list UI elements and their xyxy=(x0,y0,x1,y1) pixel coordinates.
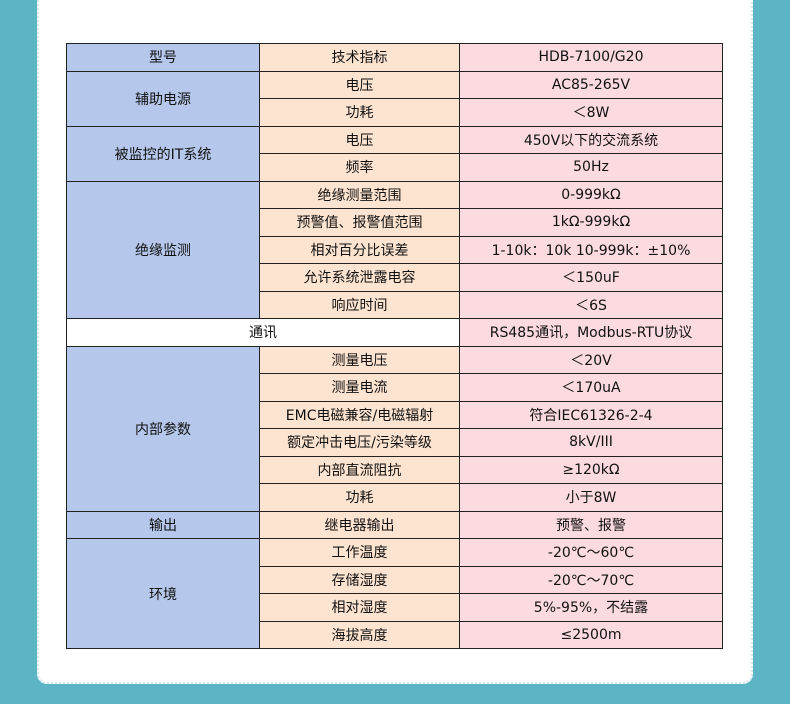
spec-value: -20℃～70℃ xyxy=(459,565,723,594)
spec-name: 继电器输出 xyxy=(259,510,460,539)
spec-value: 小于8W xyxy=(459,483,723,512)
spec-name: 电压 xyxy=(259,70,460,99)
group-label: 内部参数 xyxy=(66,345,260,512)
table-row: 相对百分比误差 1-10k：10k 10-999k：±10% xyxy=(67,235,723,264)
spec-name: 电压 xyxy=(259,125,460,154)
table-row: 辅助电源 电压 AC85-265V xyxy=(66,70,723,127)
group-label: 通讯 xyxy=(66,318,460,347)
group-label: 输出 xyxy=(66,510,260,539)
table-row: 允许系统泄露电容 ＜150uF xyxy=(67,263,723,292)
spec-value: 0-999kΩ xyxy=(459,180,723,209)
table-row: 额定冲击电压/污染等级 8kV/III xyxy=(67,428,723,457)
spec-name: 功耗 xyxy=(259,483,460,512)
spec-name: 测量电压 xyxy=(259,345,460,374)
table-row: 测量电流 ＜170uA xyxy=(67,373,723,402)
spec-name: 频率 xyxy=(259,153,460,182)
spec-name: 测量电流 xyxy=(259,373,460,402)
spec-value: 预警、报警 xyxy=(459,510,723,539)
spec-value: 5%-95%，不结露 xyxy=(459,593,723,622)
spec-value: -20℃～60℃ xyxy=(459,538,723,567)
spec-value: 1kΩ-999kΩ xyxy=(459,208,723,237)
spec-value: 8kV/III xyxy=(459,428,723,457)
table-row: 内部直流阻抗 ≥120kΩ xyxy=(67,455,723,484)
spec-value: ＜20V xyxy=(459,345,723,374)
table-row: 通讯 RS485通讯，Modbus-RTU协议 xyxy=(66,318,723,347)
spec-value: 1-10k：10k 10-999k：±10% xyxy=(459,235,723,264)
spec-value: RS485通讯，Modbus-RTU协议 xyxy=(459,318,723,347)
spec-name: 海拔高度 xyxy=(259,620,460,649)
table-row: 频率 50Hz xyxy=(67,153,723,182)
spec-name: 相对百分比误差 xyxy=(259,235,460,264)
table-header-row: 型号 技术指标 HDB-7100/G20 xyxy=(66,43,723,72)
group-label: 环境 xyxy=(66,538,260,649)
spec-value: 50Hz xyxy=(459,153,723,182)
table-row: 环境 工作温度 -20℃～60℃ xyxy=(66,538,723,649)
table-row: EMC电磁兼容/电磁辐射 符合IEC61326-2-4 xyxy=(67,400,723,429)
group-label: 绝缘监测 xyxy=(66,180,260,319)
spec-name: 内部直流阻抗 xyxy=(259,455,460,484)
table-row: 功耗 ＜8W xyxy=(67,98,723,127)
table-row: 输出 继电器输出 预警、报警 xyxy=(66,510,723,539)
table-row: 响应时间 ＜6S xyxy=(67,290,723,319)
header-model-number: HDB-7100/G20 xyxy=(459,43,723,72)
spec-value: ＜150uF xyxy=(459,263,723,292)
table-row: 绝缘监测 绝缘测量范围 0-999kΩ xyxy=(66,180,723,319)
spec-name: 功耗 xyxy=(259,98,460,127)
table-row: 预警值、报警值范围 1kΩ-999kΩ xyxy=(67,208,723,237)
spec-table: 型号 技术指标 HDB-7100/G20 辅助电源 电压 AC85-265V 功耗 ＜8… xyxy=(66,43,723,649)
spec-name: 响应时间 xyxy=(259,290,460,319)
table-row: 相对湿度 5%-95%，不结露 xyxy=(67,593,723,622)
spec-value: ＜8W xyxy=(459,98,723,127)
table-row: 被监控的IT系统 电压 450V以下的交流系统 xyxy=(66,125,723,182)
spec-value: ＜6S xyxy=(459,290,723,319)
spec-value: 450V以下的交流系统 xyxy=(459,125,723,154)
table-row: 功耗 小于8W xyxy=(67,483,723,512)
header-spec: 技术指标 xyxy=(259,43,460,72)
spec-value: 符合IEC61326-2-4 xyxy=(459,400,723,429)
spec-name: 额定冲击电压/污染等级 xyxy=(259,428,460,457)
spec-value: AC85-265V xyxy=(459,70,723,99)
table-row: 内部参数 测量电压 ＜20V xyxy=(66,345,723,512)
spec-name: 允许系统泄露电容 xyxy=(259,263,460,292)
spec-value: ≥120kΩ xyxy=(459,455,723,484)
table-row: 海拔高度 ≤2500m xyxy=(67,620,723,649)
spec-value: ≤2500m xyxy=(459,620,723,649)
spec-name: 预警值、报警值范围 xyxy=(259,208,460,237)
spec-name: 存储湿度 xyxy=(259,565,460,594)
group-label: 被监控的IT系统 xyxy=(66,125,260,182)
header-model: 型号 xyxy=(66,43,260,72)
group-label: 辅助电源 xyxy=(66,70,260,127)
spec-value: ＜170uA xyxy=(459,373,723,402)
spec-name: 工作温度 xyxy=(259,538,460,567)
spec-name: 绝缘测量范围 xyxy=(259,180,460,209)
spec-name: 相对湿度 xyxy=(259,593,460,622)
spec-name: EMC电磁兼容/电磁辐射 xyxy=(259,400,460,429)
